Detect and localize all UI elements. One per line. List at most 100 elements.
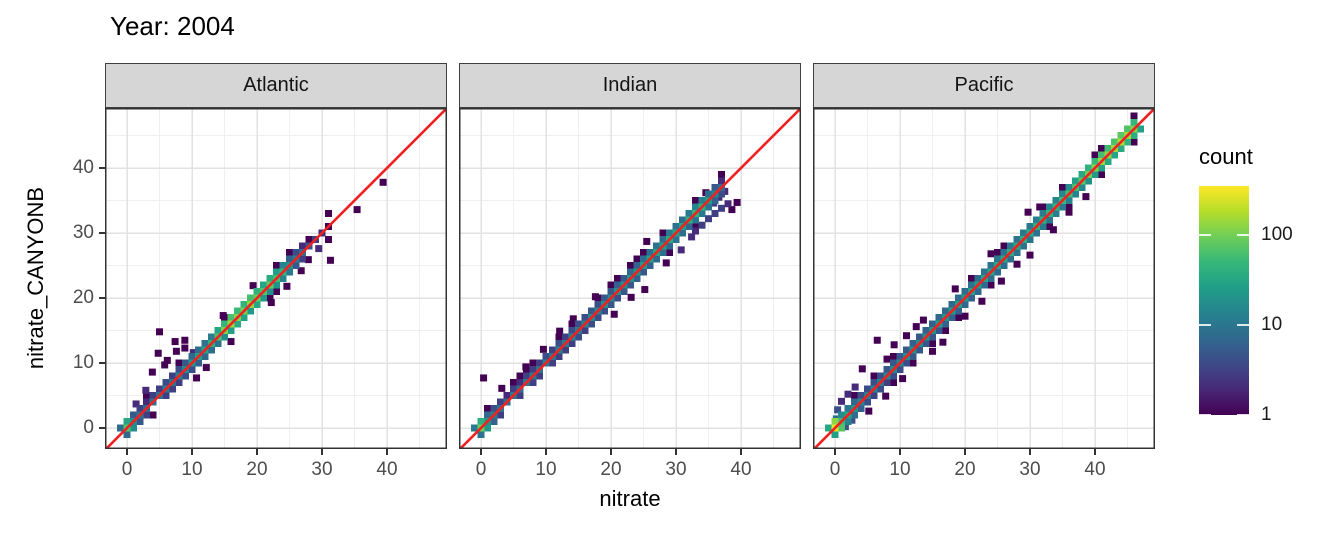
count-bin xyxy=(1000,249,1008,256)
count-bin xyxy=(844,390,852,398)
count-bin xyxy=(705,203,712,211)
count-bin xyxy=(249,282,257,290)
count-bin xyxy=(182,359,189,367)
count-bin xyxy=(1026,223,1034,230)
legend-tick-label: 100 xyxy=(1261,223,1293,245)
count-bin xyxy=(188,353,196,360)
count-bin xyxy=(549,359,556,367)
count-bin xyxy=(1078,171,1086,178)
x-tick-mark xyxy=(191,449,193,455)
count-bin xyxy=(562,333,569,341)
count-bin xyxy=(935,327,943,334)
count-bin xyxy=(516,392,524,399)
y-tick-label: 20 xyxy=(72,287,94,308)
count-bin xyxy=(143,411,150,419)
count-bin xyxy=(181,344,189,352)
count-bin xyxy=(1082,193,1090,201)
count-bin xyxy=(568,327,576,334)
x-tick-label: 10 xyxy=(535,459,557,480)
legend-tick-mark xyxy=(1237,414,1249,416)
count-bin xyxy=(240,301,248,308)
count-bin xyxy=(1091,171,1099,178)
x-tick-mark xyxy=(1029,449,1031,455)
count-bin xyxy=(189,349,197,357)
count-bin xyxy=(643,237,651,245)
count-bin xyxy=(480,374,488,382)
x-tick-label: 10 xyxy=(889,459,911,480)
count-bin xyxy=(614,294,621,302)
count-bin xyxy=(1124,138,1131,146)
count-bin xyxy=(1072,177,1079,185)
count-bin xyxy=(968,294,975,302)
count-bin xyxy=(864,398,871,406)
count-bin xyxy=(591,293,599,301)
count-bin xyxy=(1046,216,1053,224)
count-bin xyxy=(640,268,647,276)
count-bin xyxy=(292,262,300,269)
count-bin xyxy=(610,310,618,318)
count-bin xyxy=(581,327,589,334)
count-bin xyxy=(857,392,865,399)
count-bin xyxy=(896,353,904,360)
count-bin xyxy=(601,307,608,315)
y-tick-mark xyxy=(99,362,105,364)
count-bin xyxy=(614,281,621,289)
count-bin xyxy=(659,249,667,256)
count-bin xyxy=(353,206,361,214)
count-bin xyxy=(666,249,673,256)
x-tick-mark xyxy=(964,449,966,455)
count-bin xyxy=(718,177,725,185)
facet-strip-indian: Indian xyxy=(459,63,801,108)
count-bin xyxy=(132,400,140,408)
count-bin xyxy=(870,392,878,399)
count-bin xyxy=(909,359,917,367)
count-bin xyxy=(1000,262,1008,269)
count-bin xyxy=(162,392,170,399)
count-bin xyxy=(379,178,387,186)
count-bin xyxy=(539,345,547,353)
legend-title: count xyxy=(1199,144,1253,169)
count-bin xyxy=(890,379,897,386)
x-tick-mark xyxy=(321,449,323,455)
count-bin xyxy=(1007,255,1014,263)
count-bin xyxy=(728,206,736,214)
count-bin xyxy=(711,210,719,217)
plot-title: Year: 2004 xyxy=(110,11,235,41)
count-bin xyxy=(1104,145,1112,152)
x-tick-mark xyxy=(834,449,836,455)
count-bin xyxy=(588,307,595,315)
count-bin xyxy=(679,216,686,224)
count-bin xyxy=(883,379,891,386)
count-bin xyxy=(997,277,1005,285)
count-bin xyxy=(641,286,649,294)
x-tick-mark xyxy=(480,449,482,455)
count-bin xyxy=(1013,260,1021,268)
count-bin xyxy=(1007,242,1014,250)
count-bin xyxy=(529,366,537,373)
y-tick-mark xyxy=(99,297,105,299)
count-bin xyxy=(1039,210,1047,217)
count-bin xyxy=(569,315,577,323)
count-bin xyxy=(607,301,615,308)
count-bin xyxy=(831,431,839,438)
count-bin xyxy=(692,197,699,204)
count-bin xyxy=(484,424,491,432)
count-bin xyxy=(858,365,866,373)
count-bin xyxy=(922,340,930,347)
count-bin xyxy=(123,418,131,425)
count-bin xyxy=(234,307,241,315)
count-bin xyxy=(1026,251,1034,259)
facet-strip-pacific: Pacific xyxy=(813,63,1155,108)
count-bin xyxy=(1098,164,1105,172)
count-bin xyxy=(315,245,323,253)
count-bin xyxy=(253,288,261,295)
count-bin xyxy=(273,281,280,289)
y-tick-label: 30 xyxy=(72,222,94,243)
count-bin xyxy=(471,424,478,432)
count-bin xyxy=(484,405,491,412)
panel-atlantic xyxy=(105,108,447,449)
count-bin xyxy=(175,359,183,367)
count-bin xyxy=(161,361,169,369)
count-bin xyxy=(877,385,884,393)
count-bin xyxy=(692,227,699,235)
